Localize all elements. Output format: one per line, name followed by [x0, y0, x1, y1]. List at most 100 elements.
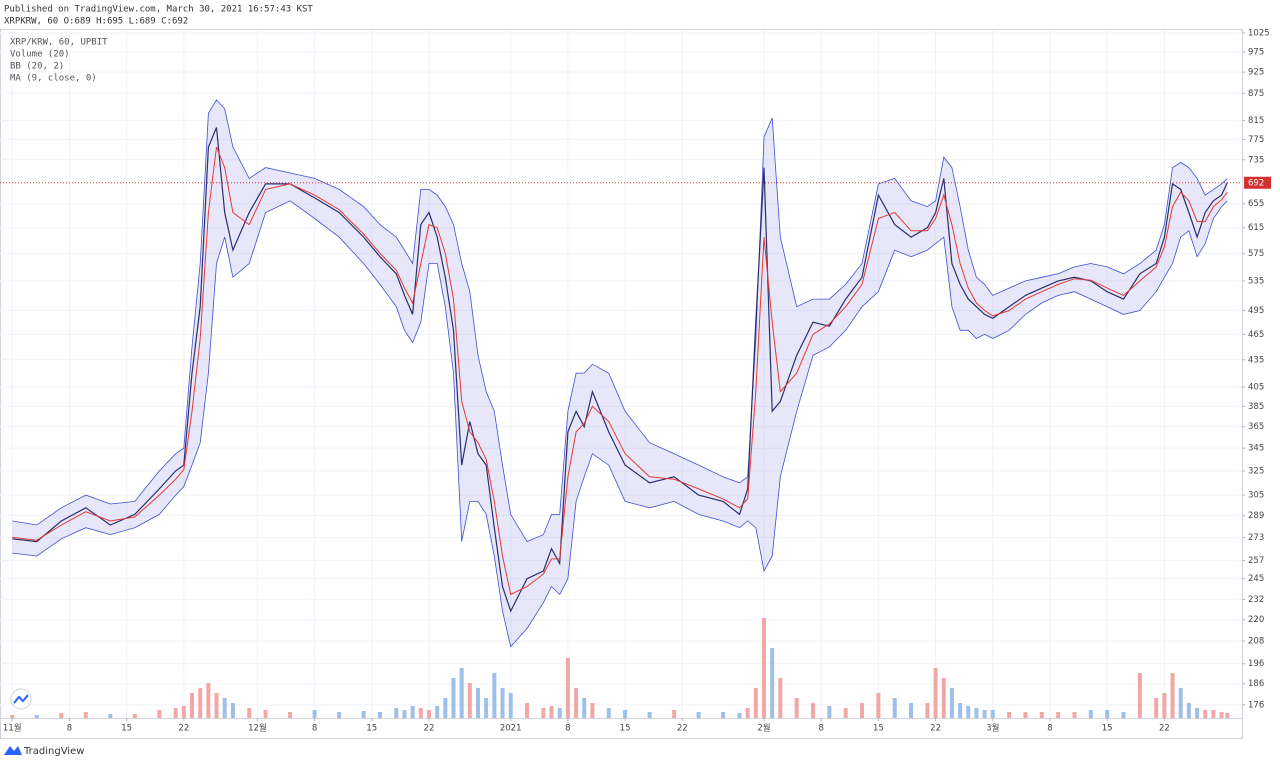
y-tick-label: 208: [1248, 637, 1264, 647]
volume-bar: [418, 708, 423, 718]
volume-bar: [132, 714, 137, 718]
x-tick-label: 15: [873, 724, 884, 734]
ma-line: [12, 146, 1228, 596]
volume-bar: [721, 712, 726, 718]
volume-bar: [966, 706, 971, 718]
volume-bar: [1170, 673, 1175, 718]
volume-bar: [1137, 673, 1142, 718]
legend-ma: MA (9, close, 0): [10, 74, 97, 84]
x-tick-label: 22: [677, 724, 688, 734]
y-tick-label: 305: [1248, 491, 1264, 501]
y-tick-label: 186: [1248, 679, 1264, 689]
volume-bar: [982, 710, 987, 718]
y-tick-label: 465: [1248, 330, 1264, 340]
volume-bar: [181, 706, 186, 718]
volume-bar: [860, 703, 865, 718]
price-line: [12, 127, 1228, 613]
volume-bar: [222, 698, 227, 718]
y-tick-label: 289: [1248, 511, 1264, 521]
volume-bar: [59, 713, 64, 718]
y-tick-label: 925: [1248, 68, 1264, 78]
volume-bar: [958, 703, 963, 718]
volume-bar: [1211, 710, 1216, 718]
bb-fill: [12, 99, 1228, 647]
x-tick-label: 8: [312, 724, 317, 734]
volume-bar: [435, 706, 440, 718]
y-tick-label: 495: [1248, 306, 1264, 316]
volume-bar: [696, 712, 701, 718]
x-tick-label: 15: [121, 724, 132, 734]
legend-volume: Volume (20): [10, 50, 70, 60]
brand-name: TradingView: [23, 746, 84, 757]
y-tick-label: 245: [1248, 574, 1264, 584]
volume-bar: [1225, 713, 1230, 718]
volume-bar: [1105, 710, 1110, 718]
x-tick-label: 22: [178, 724, 189, 734]
legend-bb: BB (20, 2): [10, 62, 64, 72]
volume-bar: [1121, 712, 1126, 718]
volume-bar: [288, 712, 293, 718]
x-tick-label: 2021: [500, 724, 522, 734]
chart-frame: [0, 29, 1243, 739]
volume-bar: [623, 710, 628, 718]
volume-bar: [206, 683, 211, 718]
volume-bar: [426, 710, 431, 718]
volume-bar: [843, 708, 848, 718]
volume-bar: [108, 714, 113, 718]
logo-badge-icon: [13, 694, 29, 704]
volume-bar: [410, 706, 415, 718]
x-tick-label: 22: [424, 724, 435, 734]
y-tick-label: 196: [1248, 659, 1264, 669]
y-tick-label: 325: [1248, 466, 1264, 476]
y-tick-label: 1025: [1248, 28, 1270, 38]
volume-bar: [263, 710, 268, 718]
volume-bar: [443, 698, 448, 718]
volume-bar: [10, 715, 15, 718]
y-tick-label: 220: [1248, 615, 1264, 625]
volume-bar: [925, 703, 930, 718]
volume-bar: [582, 698, 587, 718]
volume-bar: [794, 698, 799, 718]
y-tick-label: 775: [1248, 135, 1264, 145]
x-tick-label: 8: [67, 724, 72, 734]
x-tick-label: 15: [620, 724, 631, 734]
y-tick-label: 257: [1248, 556, 1264, 566]
volume-bar: [737, 713, 742, 718]
volume-bar: [753, 688, 758, 718]
volume-bar: [557, 708, 562, 718]
y-tick-label: 615: [1248, 223, 1264, 233]
volume-bar: [361, 711, 366, 718]
volume-bar: [770, 648, 775, 718]
volume-bar: [1039, 712, 1044, 718]
volume-bar: [173, 708, 178, 718]
volume-bar: [394, 708, 399, 718]
volume-bar: [574, 688, 579, 718]
volume-bar: [214, 693, 219, 718]
y-tick-label: 575: [1248, 249, 1264, 259]
bb-upper: [12, 99, 1228, 543]
x-tick-label: 8: [1047, 724, 1052, 734]
x-tick-label: 11월: [3, 723, 22, 734]
volume-bar: [34, 715, 39, 718]
volume-bar: [459, 668, 464, 718]
volume-bar: [778, 678, 783, 718]
volume-bar: [974, 708, 979, 718]
published-line: Published on TradingView.com, March 30, …: [4, 5, 313, 15]
x-tick-label: 2월: [757, 723, 770, 734]
symbol-line: XRPKRW, 60 O:689 H:695 L:689 C:692: [4, 17, 188, 27]
y-tick-label: 975: [1248, 48, 1264, 58]
volume-bar: [1056, 712, 1061, 718]
volume-bar: [541, 708, 546, 718]
volume-bar: [933, 668, 938, 718]
volume-bar: [811, 703, 816, 718]
volume-bar: [941, 678, 946, 718]
volume-bar: [827, 706, 832, 718]
last-price-box: [1244, 176, 1271, 189]
volume-bar: [198, 688, 203, 718]
volume-bar: [949, 688, 954, 718]
x-tick-label: 3월: [986, 723, 999, 734]
volume-bar: [492, 673, 497, 718]
x-tick-label: 22: [930, 724, 941, 734]
y-tick-label: 735: [1248, 155, 1264, 165]
